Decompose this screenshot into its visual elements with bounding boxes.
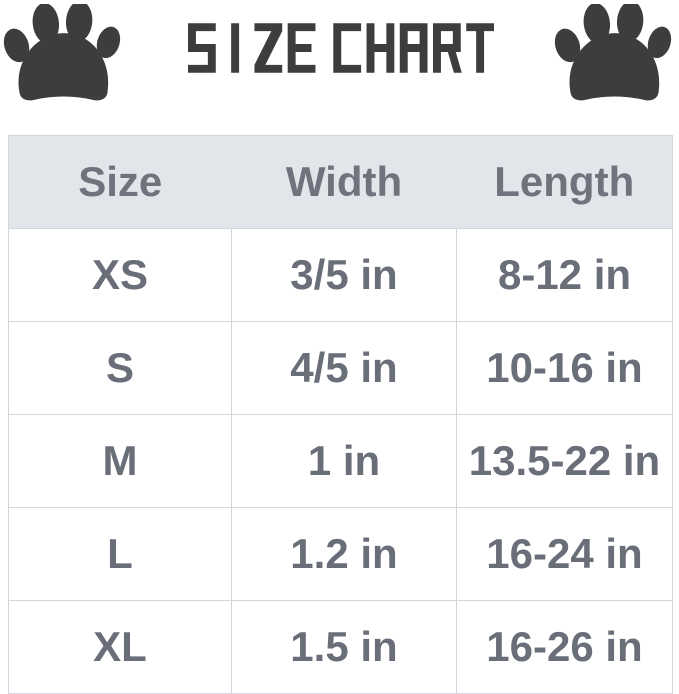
width-cell: 4/5 in	[231, 321, 457, 415]
column-header-width: Width	[231, 135, 457, 229]
width-cell: 1.5 in	[231, 600, 457, 694]
size-cell: S	[8, 321, 232, 415]
length-cell: 13.5-22 in	[456, 414, 673, 508]
length-cell: 10-16 in	[456, 321, 673, 415]
size-chart-table: Size Width Length XS 3/5 in 8-12 in S 4/…	[8, 135, 673, 694]
page-title: SIZE CHART	[188, 23, 494, 73]
table-row-xs: XS 3/5 in 8-12 in	[8, 228, 673, 322]
length-cell: 16-24 in	[456, 507, 673, 601]
size-chart-title-art	[188, 23, 494, 73]
size-cell: L	[8, 507, 232, 601]
width-cell: 1.2 in	[231, 507, 457, 601]
paw-icon-left	[3, 4, 121, 101]
size-cell: XL	[8, 600, 232, 694]
column-header-size: Size	[8, 135, 232, 229]
length-cell: 8-12 in	[456, 228, 673, 322]
table-row-m: M 1 in 13.5-22 in	[8, 414, 673, 508]
page-title-text: SIZE CHART	[188, 73, 189, 74]
table-header-row: Size Width Length	[8, 135, 673, 229]
size-cell: XS	[8, 228, 232, 322]
column-header-length: Length	[456, 135, 673, 229]
paw-icon-right	[554, 4, 672, 101]
length-cell: 16-26 in	[456, 600, 673, 694]
table-row-xl: XL 1.5 in 16-26 in	[8, 600, 673, 694]
width-cell: 1 in	[231, 414, 457, 508]
table-row-l: L 1.2 in 16-24 in	[8, 507, 673, 601]
table-row-s: S 4/5 in 10-16 in	[8, 321, 673, 415]
size-cell: M	[8, 414, 232, 508]
width-cell: 3/5 in	[231, 228, 457, 322]
